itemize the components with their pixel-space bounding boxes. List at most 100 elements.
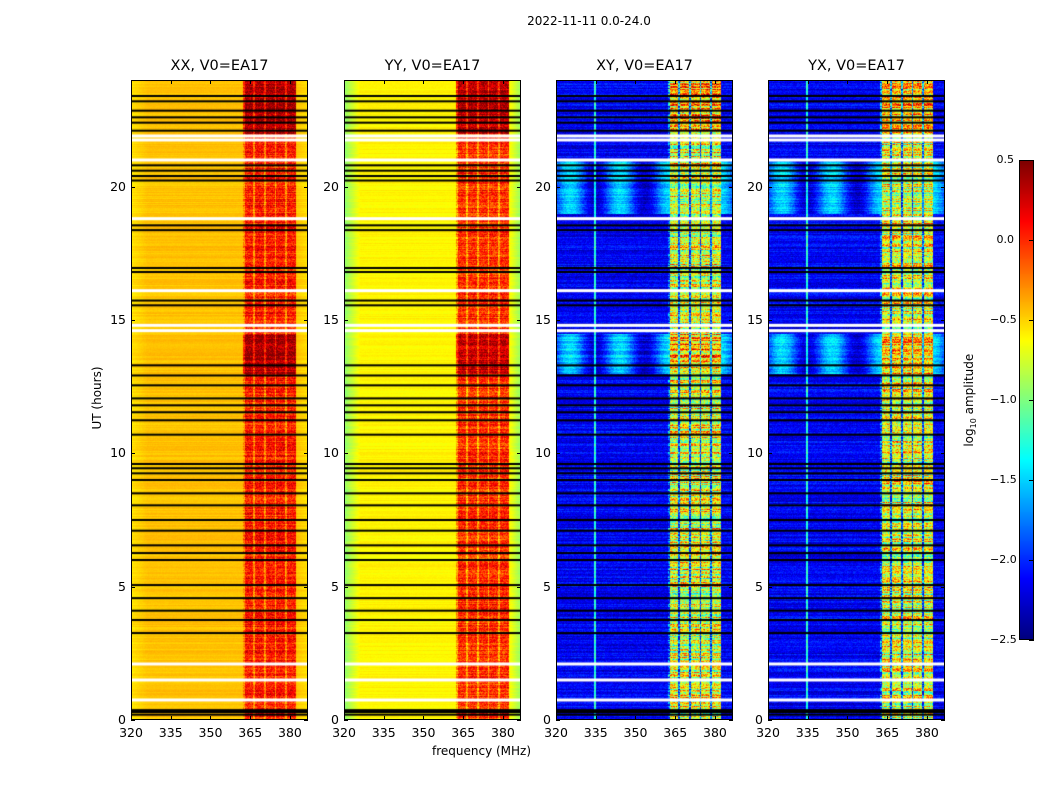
colorbar-tick-mark — [1029, 160, 1034, 161]
x-tick-mark — [250, 80, 252, 84]
x-tick-mark — [847, 716, 849, 720]
y-tick-mark — [941, 453, 945, 455]
colorbar-tick-label: 0.0 — [996, 233, 1015, 246]
y-tick-mark — [131, 186, 135, 188]
x-tick-label: 350 — [835, 725, 860, 740]
x-tick-mark — [595, 716, 597, 720]
y-tick-mark — [941, 320, 945, 321]
colorbar-tick-label: −2.0 — [990, 553, 1017, 566]
colorbar-tick-mark — [1029, 400, 1034, 401]
x-tick-mark — [131, 716, 132, 720]
y-tick-mark — [729, 320, 733, 321]
waterfall-heatmap — [556, 80, 733, 720]
y-tick-mark — [556, 186, 560, 188]
y-tick-label: 20 — [110, 178, 126, 194]
panel-title: YY, V0=EA17 — [384, 58, 481, 74]
y-tick-mark — [941, 186, 945, 188]
y-tick-label: 5 — [543, 578, 551, 594]
x-tick-mark — [463, 716, 465, 720]
y-tick-mark — [517, 186, 521, 188]
x-tick-mark — [344, 80, 345, 84]
x-tick-mark — [556, 80, 557, 84]
x-tick-mark — [768, 80, 769, 84]
y-tick-label: 0 — [543, 712, 551, 727]
y-tick-mark — [768, 186, 772, 188]
y-tick-mark — [517, 720, 521, 721]
x-tick-label: 365 — [875, 725, 900, 740]
x-tick-label: 335 — [158, 725, 183, 740]
x-tick-mark — [714, 716, 716, 720]
y-tick-label: 10 — [323, 445, 339, 461]
y-tick-mark — [729, 186, 733, 188]
y-tick-mark — [131, 320, 135, 321]
x-tick-mark — [463, 80, 465, 84]
y-tick-label: 15 — [535, 312, 551, 327]
y-tick-mark — [941, 586, 945, 588]
x-tick-label: 365 — [451, 725, 476, 740]
colorbar-label: log10 amplitude — [961, 353, 979, 447]
x-tick-label: 365 — [238, 725, 263, 740]
x-tick-mark — [595, 80, 597, 84]
y-tick-mark — [517, 453, 521, 455]
x-axis-label: frequency (MHz) — [432, 744, 532, 758]
x-tick-mark — [383, 80, 385, 84]
y-tick-mark — [304, 720, 308, 721]
colorbar-tick-label: 0.5 — [996, 153, 1015, 166]
waterfall-heatmap — [131, 80, 308, 720]
x-tick-mark — [926, 716, 928, 720]
y-tick-mark — [304, 320, 308, 321]
y-tick-label: 0 — [331, 712, 339, 727]
colorbar-tick-mark — [1029, 320, 1034, 321]
colorbar-tick-label: −2.5 — [990, 633, 1017, 646]
y-tick-mark — [556, 586, 560, 588]
x-tick-mark — [926, 80, 928, 84]
x-tick-mark — [675, 80, 677, 84]
colorbar-tick-mark — [1029, 640, 1034, 641]
y-tick-label: 10 — [747, 445, 763, 461]
y-tick-mark — [304, 453, 308, 455]
y-tick-mark — [131, 720, 135, 721]
y-tick-label: 5 — [331, 578, 339, 594]
x-tick-label: 380 — [491, 725, 515, 740]
x-tick-mark — [170, 716, 172, 720]
y-tick-label: 20 — [535, 178, 551, 194]
y-tick-mark — [729, 453, 733, 455]
x-tick-mark — [289, 80, 291, 84]
x-tick-label: 350 — [198, 725, 223, 740]
y-tick-mark — [344, 186, 348, 188]
x-tick-mark — [768, 716, 769, 720]
colorbar-tick-mark — [1029, 480, 1034, 481]
x-tick-label: 350 — [411, 725, 436, 740]
y-tick-mark — [304, 186, 308, 188]
x-tick-mark — [887, 80, 889, 84]
x-tick-mark — [423, 716, 425, 720]
y-tick-label: 10 — [110, 445, 126, 461]
x-tick-mark — [344, 716, 345, 720]
y-tick-mark — [768, 320, 772, 321]
x-tick-mark — [210, 716, 212, 720]
y-tick-mark — [768, 453, 772, 455]
waterfall-heatmap — [344, 80, 521, 720]
y-tick-label: 0 — [118, 712, 126, 727]
y-axis-label: UT (hours) — [90, 366, 104, 430]
y-tick-mark — [556, 320, 560, 321]
y-tick-mark — [556, 720, 560, 721]
x-tick-mark — [714, 80, 716, 84]
y-tick-mark — [344, 320, 348, 321]
panel-title: XY, V0=EA17 — [596, 58, 693, 74]
x-tick-label: 320 — [119, 725, 143, 740]
colorbar-tick-label: −0.5 — [990, 313, 1017, 326]
panel-yx: YX, V0=EA17 0 5 10 15 20 320 335 350 365 380 — [747, 58, 945, 740]
y-tick-mark — [344, 453, 348, 455]
x-tick-label: 335 — [371, 725, 396, 740]
y-tick-mark — [344, 586, 348, 588]
x-tick-mark — [635, 80, 637, 84]
y-tick-mark — [556, 453, 560, 455]
x-tick-mark — [502, 716, 504, 720]
y-tick-mark — [131, 453, 135, 455]
axes-frame — [131, 80, 308, 720]
x-tick-label: 365 — [663, 725, 688, 740]
y-tick-mark — [941, 720, 945, 721]
colorbar-tick-mark — [1029, 240, 1034, 241]
